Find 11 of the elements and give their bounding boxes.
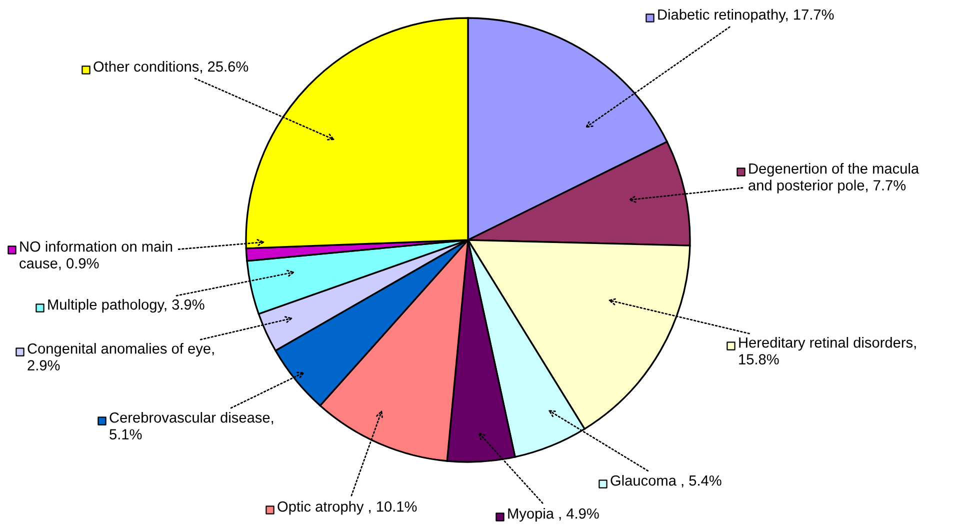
legend-label: Other conditions, 25.6% xyxy=(94,61,248,74)
legend-label: NO information on main cause, 0.9% xyxy=(20,241,172,270)
legend-label: Hereditary retinal disorders, 15.8% xyxy=(739,337,916,364)
legend-label: Myopia , 4.9% xyxy=(508,508,599,522)
legend-label: Diabetic retinopathy, 17.7% xyxy=(658,9,834,23)
legend-label: Cerebrovascular disease, 5.1% xyxy=(110,412,274,440)
legend-label: Degenertion of the macula and posterior pole, 7.7% xyxy=(748,163,920,194)
legend-label: Glaucoma , 5.4% xyxy=(610,475,722,488)
legend-label: Multiple pathology, 3.9% xyxy=(48,299,204,313)
legend-label: Optic atrophy , 10.1% xyxy=(278,501,417,515)
legend-label: Congenital anomalies of eye, 2.9% xyxy=(28,343,214,370)
